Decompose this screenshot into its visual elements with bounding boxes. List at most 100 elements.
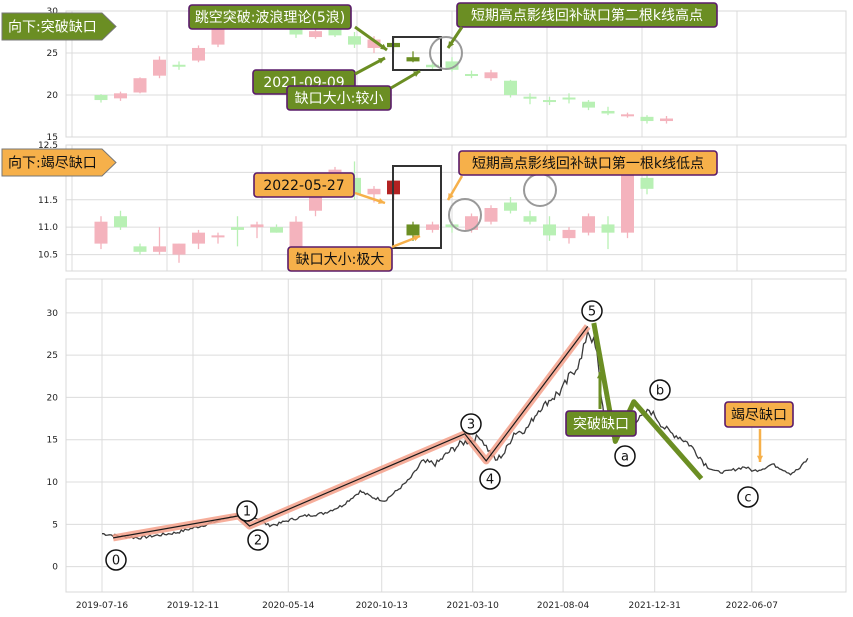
date-arrow-head (378, 58, 385, 64)
mid-gap-size-label-box (287, 246, 393, 272)
mid-fill-label-box (458, 150, 718, 176)
candle-body (562, 229, 576, 239)
x-tick-label: 2020-10-13 (356, 601, 408, 611)
breakaway-gap-label: 突破缺口 (573, 417, 629, 433)
y-tick-label: 20 (47, 91, 59, 101)
x-tick-label: 2021-08-04 (537, 601, 590, 611)
plot-frame (65, 144, 847, 272)
wave-label-a: a (621, 450, 629, 465)
wave-label-5: 5 (588, 305, 596, 320)
gap-size-arrow-head (413, 235, 420, 242)
wave-label-circle (737, 486, 759, 508)
x-tick-label: 2020-05-14 (262, 601, 315, 611)
y-tick-label: 30 (47, 7, 59, 17)
candle-body (94, 95, 108, 101)
candle-body (523, 96, 537, 99)
candle-body (328, 29, 342, 36)
candle-body (367, 188, 381, 195)
candle-body (406, 57, 420, 62)
candle-body (94, 221, 108, 244)
x-tick-label: 2021-03-10 (447, 601, 500, 611)
candle-body (309, 194, 322, 211)
top-gap-size-label: 缺口大小:较小 (295, 91, 384, 107)
candle-body (621, 114, 634, 117)
gap-highlight-box (392, 36, 442, 71)
candle-body (445, 61, 459, 70)
candle-body (309, 31, 322, 38)
wave-label-circle (581, 300, 603, 322)
candle-body (504, 80, 517, 95)
x-tick-label: 2022-06-07 (726, 601, 778, 611)
plot-frame (65, 10, 847, 138)
top-wave-label-box (188, 4, 352, 30)
candle-body (640, 116, 654, 122)
wave-label-circle (105, 549, 127, 571)
y-tick-label: 20 (47, 393, 59, 403)
candle-body (211, 26, 225, 45)
top-wave-label: 跳空突破:波浪理论(5浪) (195, 10, 346, 26)
candle-body (543, 100, 556, 103)
wave-arrow-head (380, 43, 387, 50)
candle-body (289, 221, 303, 250)
candle-body (172, 64, 186, 67)
fill-highlight-circle (523, 173, 557, 207)
y-tick-label: 25 (47, 351, 58, 361)
wave-label-4: 4 (486, 473, 494, 488)
y-tick-label: 30 (47, 309, 59, 319)
bottom-panel: 2019-07-16 2019-12-11 2020-05-14 2020-10-13… (47, 278, 847, 611)
candle-body (582, 101, 595, 108)
date-arrow-head (378, 198, 385, 204)
y-tick-label: 12.5 (38, 141, 58, 151)
abc-line (591, 322, 704, 481)
gap-size-arrow-head (413, 71, 420, 77)
fill-arrow-head (448, 193, 454, 200)
wave-label-2: 2 (254, 534, 262, 549)
candle-body (562, 97, 576, 100)
candle-body (484, 72, 498, 79)
candle-body (543, 224, 556, 236)
candle-body (660, 118, 673, 122)
candle-body (504, 202, 517, 211)
wave-label-3: 3 (467, 418, 475, 433)
wave-label-circle (460, 413, 482, 435)
candle-body (523, 216, 537, 222)
wave-label-circle (247, 529, 269, 551)
candle-body (484, 208, 498, 222)
wave-label-1: 1 (243, 505, 251, 520)
top-panel: 30 25 20 15 (47, 6, 847, 143)
fill-arrow-head (448, 41, 455, 48)
candle-body (582, 216, 595, 233)
candle-body (192, 232, 205, 244)
breakaway-arrow-head (596, 372, 604, 379)
top-gap-size-label-box (286, 85, 392, 111)
candle-body (601, 110, 615, 114)
y-tick-label: 0 (52, 563, 58, 573)
fill-highlight-circle (429, 36, 463, 70)
wave-arrow (354, 25, 388, 52)
y-tick-label: 11.0 (38, 223, 58, 233)
top-panel-tag: 向下:突破缺口 (8, 20, 97, 36)
wave-band (112, 324, 591, 542)
candle-body (192, 47, 205, 61)
top-panel-tag-shape (1, 12, 117, 41)
candle-body (426, 64, 439, 68)
candle-body (601, 224, 615, 233)
x-tick-label: 2019-07-16 (76, 601, 129, 611)
candle-body (172, 243, 186, 255)
wave-label-circle (479, 468, 501, 490)
wave-label-circle (236, 500, 258, 522)
candle-body (114, 93, 127, 99)
exhaustion-arrow-head (756, 455, 764, 462)
y-tick-label: 11.5 (38, 196, 58, 206)
candle-body (114, 216, 127, 228)
candle-body (270, 227, 283, 233)
mid-panel-tag-shape (1, 148, 117, 177)
y-tick-label: 15 (47, 133, 58, 143)
candle-body (426, 224, 439, 230)
gap-highlight-box (392, 165, 442, 249)
candle-body (153, 59, 166, 76)
candle-body (348, 36, 361, 45)
exhaustion-gap-label-box (724, 401, 794, 428)
mid-panel-tag: 向下:竭尽缺口 (8, 156, 97, 172)
